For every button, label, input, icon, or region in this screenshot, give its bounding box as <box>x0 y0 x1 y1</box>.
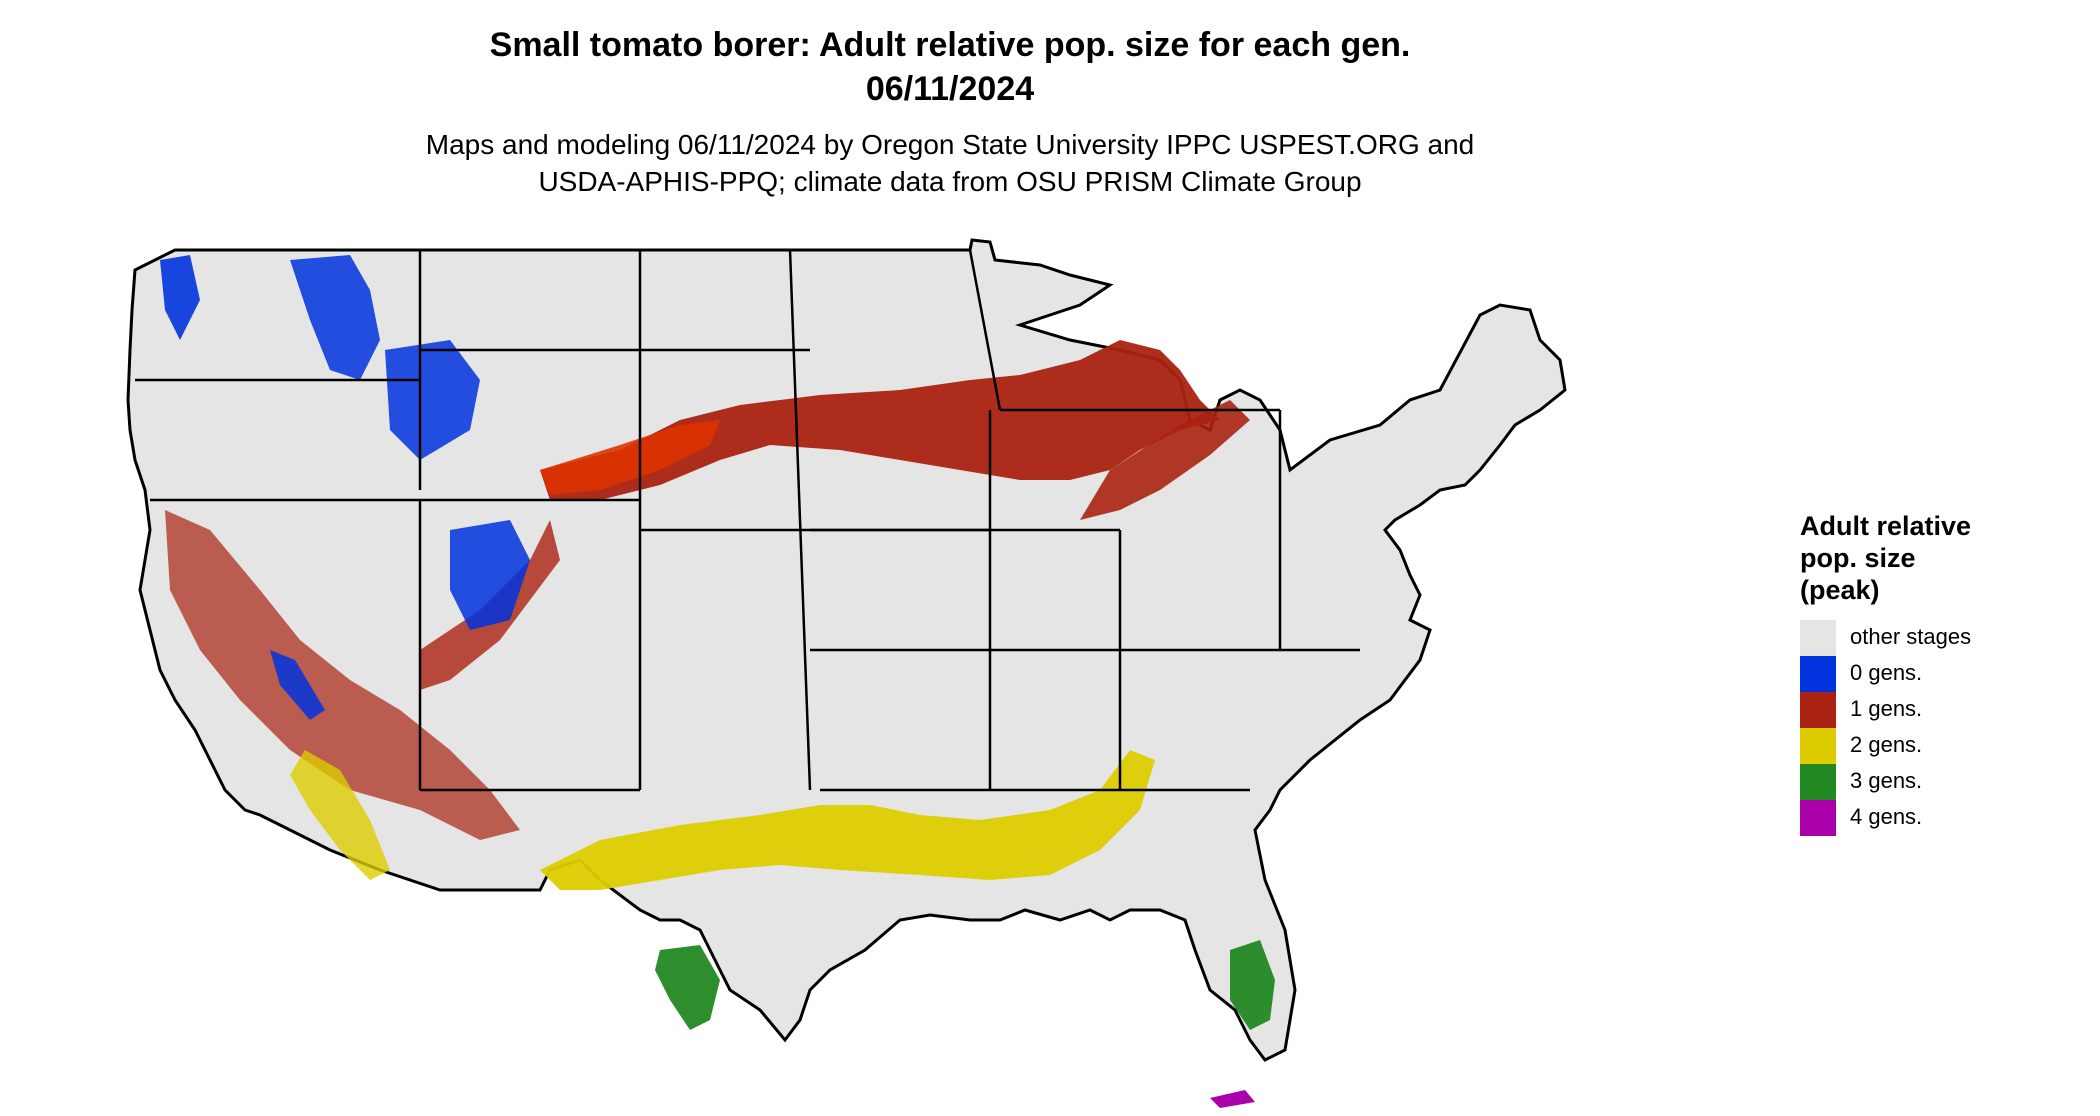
four-gen-keys <box>1210 1090 1255 1108</box>
legend-title-line-2: pop. size <box>1800 543 1916 573</box>
legend-item: other stages <box>1800 620 2080 656</box>
zero-gen-sierra <box>270 650 325 720</box>
state-border <box>788 249 812 791</box>
legend-label: 4 gens. <box>1850 804 1923 829</box>
legend-item: 4 gens. <box>1800 800 2080 836</box>
two-gen-band-south <box>540 750 1155 890</box>
state-border <box>968 249 1002 411</box>
us-map <box>126 238 1567 1108</box>
zero-gen-wyoming <box>385 340 480 460</box>
one-gen-band-plains <box>540 420 720 495</box>
legend-label: 3 gens. <box>1850 768 1923 793</box>
legend-swatch <box>1800 764 1836 800</box>
two-gen-arizona <box>290 750 390 880</box>
legend-label: 0 gens. <box>1850 660 1923 685</box>
one-gen-southwest <box>165 510 520 840</box>
zero-gen-colorado <box>450 520 530 630</box>
legend-swatch <box>1800 728 1836 764</box>
legend-item: 2 gens. <box>1800 728 2080 764</box>
legend-item: 0 gens. <box>1800 656 2080 692</box>
legend-swatch <box>1800 656 1836 692</box>
three-gen-texas <box>655 945 720 1030</box>
one-gen-appalachia <box>1080 400 1250 520</box>
map-credit-line-2: USDA-APHIS-PPQ; climate data from OSU PR… <box>538 166 1362 197</box>
legend-items: other stages 0 gens. 1 gens. 2 gens. 3 gens.… <box>1800 620 2080 836</box>
map-date: 06/11/2024 <box>865 70 1035 108</box>
legend-label: other stages <box>1850 624 1972 649</box>
legend-title-line-1: Adult relative <box>1800 511 1972 541</box>
legend-label: 1 gens. <box>1850 696 1923 721</box>
legend-item: 1 gens. <box>1800 692 2080 728</box>
legend-swatch <box>1800 620 1836 656</box>
one-gen-band-central <box>540 340 1220 500</box>
legend-swatch <box>1800 800 1836 836</box>
map-title: Small tomato borer: Adult relative pop. … <box>489 26 1411 64</box>
three-gen-florida <box>1230 940 1275 1030</box>
map-legend: Adult relative pop. size (peak) other st… <box>1800 510 2080 836</box>
legend-swatch <box>1800 692 1836 728</box>
legend-title-line-3: (peak) <box>1800 575 1880 605</box>
legend-label: 2 gens. <box>1850 732 1923 757</box>
legend-title: Adult relative pop. size (peak) <box>1800 510 2080 606</box>
zero-gen-rockies-north <box>290 255 380 380</box>
map-credit-line-1: Maps and modeling 06/11/2024 by Oregon S… <box>425 129 1475 160</box>
zero-gen-cascades <box>160 255 200 340</box>
legend-item: 3 gens. <box>1800 764 2080 800</box>
